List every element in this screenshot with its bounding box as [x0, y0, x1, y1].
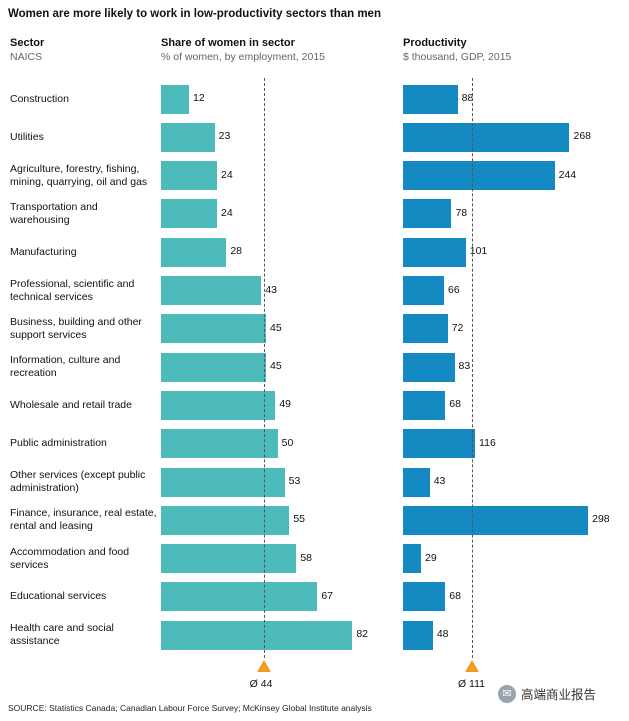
- women-series-title: Share of women in sector: [161, 37, 295, 49]
- women-value-label: 58: [300, 551, 313, 564]
- wechat-logo-icon: ✉: [498, 684, 516, 703]
- women-bar: [161, 276, 262, 305]
- sector-label: Transportation and warehousing: [10, 200, 98, 226]
- prod-value-label: 48: [436, 628, 449, 641]
- women-bar: [161, 352, 266, 382]
- prod-value-label: 244: [558, 168, 577, 181]
- chart-title: Women are more likely to work in low-pro…: [8, 8, 381, 20]
- women-bar: [161, 544, 297, 574]
- women-bar: [161, 505, 290, 535]
- prod-value-label: 101: [469, 245, 488, 258]
- women-average-label: Ø 44: [249, 678, 273, 690]
- women-value-label: 45: [270, 360, 282, 373]
- prod-value-label: 68: [449, 589, 461, 602]
- prod-bar: [403, 620, 433, 650]
- watermark-text: 高端商业报告: [521, 688, 597, 702]
- women-bar: [161, 199, 217, 229]
- watermark: ✉ 高端商业报告: [498, 684, 596, 703]
- prod-bar: [403, 84, 458, 114]
- sector-label: Wholesale and retail trade: [10, 398, 132, 411]
- prod-bar: [403, 505, 589, 535]
- prod-value-label: 298: [592, 513, 610, 526]
- sector-label: Professional, scientific and technical s…: [10, 277, 135, 303]
- sector-label: Business, building and other support ser…: [10, 315, 142, 341]
- women-value-label: 55: [293, 513, 306, 526]
- prod-bar: [403, 467, 430, 497]
- prod-bar: [403, 429, 476, 459]
- sector-label: Construction: [10, 92, 69, 105]
- source-note: SOURCE: Statistics Canada; Canadian Labo…: [8, 703, 372, 713]
- prod-bar: [403, 390, 446, 420]
- women-series-subtitle: % of women, by employment, 2015: [161, 51, 326, 63]
- prod-bar: [403, 314, 448, 344]
- prod-average-label: Ø 111: [457, 678, 485, 690]
- women-value-label: 53: [288, 475, 301, 487]
- prod-bar: [403, 352, 455, 382]
- women-bar: [161, 161, 217, 191]
- prod-bar: [403, 582, 446, 612]
- women-value-label: 12: [193, 92, 205, 104]
- women-bar: [161, 122, 215, 152]
- sector-label: Agriculture, forestry, fishing, mining, …: [10, 162, 148, 188]
- prod-value-label: 83: [458, 360, 471, 373]
- sector-label: Educational services: [10, 590, 107, 603]
- prod-value-label: 66: [448, 283, 460, 296]
- prod-value-label: 88: [461, 92, 474, 104]
- prod-value-label: 29: [425, 551, 437, 564]
- prod-bar: [403, 276, 444, 305]
- prod-average-line: [471, 78, 473, 658]
- women-value-label: 50: [281, 436, 294, 449]
- prod-bar: [403, 199, 452, 229]
- productivity-series-subtitle: $ thousand, GDP, 2015: [403, 51, 512, 63]
- sector-label: Health care and social assistance: [10, 622, 114, 648]
- prod-bar: [403, 237, 466, 267]
- women-bar: [161, 582, 318, 612]
- prod-bar: [403, 161, 555, 191]
- sector-label: Information, culture and recreation: [10, 354, 121, 380]
- prod-average-marker: [464, 660, 479, 672]
- women-bar: [161, 429, 278, 459]
- women-bar: [161, 314, 266, 344]
- sector-label: Manufacturing: [10, 245, 77, 258]
- sector-label: Utilities: [10, 130, 44, 143]
- women-bar: [161, 620, 353, 650]
- women-value-label: 67: [321, 589, 334, 602]
- women-bar: [161, 467, 285, 497]
- women-value-label: 43: [265, 283, 278, 296]
- women-value-label: 49: [279, 398, 292, 411]
- women-average-marker: [256, 660, 271, 672]
- women-value-label: 23: [218, 130, 231, 143]
- women-bar: [161, 84, 189, 114]
- women-value-label: 82: [356, 628, 369, 641]
- sector-subheader: NAICS: [10, 51, 43, 63]
- sector-label: Accommodation and food services: [10, 545, 130, 571]
- prod-value-label: 116: [479, 436, 496, 449]
- prod-value-label: 268: [573, 130, 592, 143]
- women-value-label: 45: [270, 321, 282, 334]
- women-value-label: 28: [230, 245, 243, 258]
- prod-value-label: 68: [449, 398, 461, 411]
- sector-header: Sector: [10, 37, 45, 49]
- prod-value-label: 72: [451, 321, 464, 334]
- sector-label: Public administration: [10, 437, 107, 450]
- women-bar: [161, 390, 276, 420]
- women-bar: [161, 237, 227, 267]
- women-value-label: 24: [221, 168, 233, 181]
- women-average-line: [263, 78, 265, 658]
- sector-label: Finance, insurance, real estate, rental …: [10, 507, 157, 533]
- prod-bar: [403, 122, 570, 152]
- prod-value-label: 78: [455, 206, 468, 219]
- prod-bar: [403, 544, 421, 574]
- sector-label: Other services (except public administra…: [10, 469, 146, 494]
- productivity-series-title: Productivity: [403, 37, 467, 49]
- prod-value-label: 43: [433, 475, 446, 487]
- women-value-label: 24: [221, 206, 233, 219]
